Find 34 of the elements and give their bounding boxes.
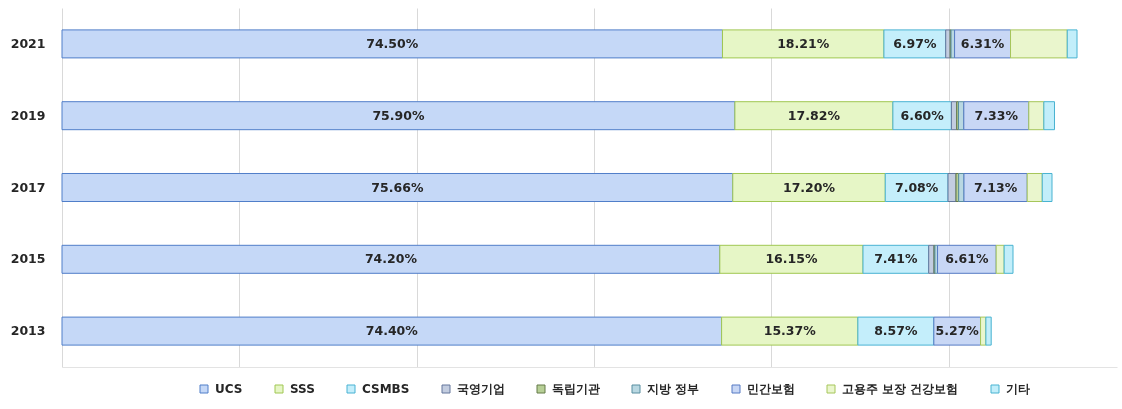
data-label: 18.21% xyxy=(777,35,830,51)
data-label: 6.97% xyxy=(893,35,937,51)
data-label: 6.60% xyxy=(900,107,945,123)
legend-label: 고용주 보장 건강보험 xyxy=(842,382,959,396)
data-label: 74.20% xyxy=(364,251,418,267)
legend-label: CSMBS xyxy=(362,382,410,396)
legend-label: 국영기업 xyxy=(457,382,505,396)
data-label: 15.37% xyxy=(763,323,817,339)
legend-label: UCS xyxy=(215,382,243,396)
legend-label: 민간보험 xyxy=(747,382,795,396)
y-tick-label: 2019 xyxy=(10,107,46,123)
y-tick-label: 2017 xyxy=(10,179,46,195)
y-tick-label: 2015 xyxy=(10,251,46,267)
data-label: 75.66% xyxy=(371,179,424,195)
legend-label: 지방 정부 xyxy=(647,382,700,396)
data-label: 17.20% xyxy=(782,179,836,195)
y-tick-label: 2021 xyxy=(10,35,46,51)
y-tick-label: 2013 xyxy=(10,323,46,339)
data-label: 7.08% xyxy=(894,179,939,195)
data-label: 6.61% xyxy=(945,251,990,267)
data-label: 7.41% xyxy=(874,251,918,267)
data-label: 5.27% xyxy=(935,323,980,339)
data-label: 74.40% xyxy=(365,323,419,339)
data-label: 7.33% xyxy=(974,107,1019,123)
data-label: 16.15% xyxy=(765,251,818,267)
legend-label: 기타 xyxy=(1006,382,1030,396)
data-label: 74.50% xyxy=(366,35,419,51)
legend-label: SSS xyxy=(290,382,315,396)
legend-label: 독립기관 xyxy=(552,382,600,396)
data-label: 6.31% xyxy=(960,35,1005,51)
data-label: 75.90% xyxy=(372,107,425,123)
data-label: 7.13% xyxy=(973,179,1018,195)
data-label: 17.82% xyxy=(787,107,841,123)
data-label: 8.57% xyxy=(874,323,918,339)
